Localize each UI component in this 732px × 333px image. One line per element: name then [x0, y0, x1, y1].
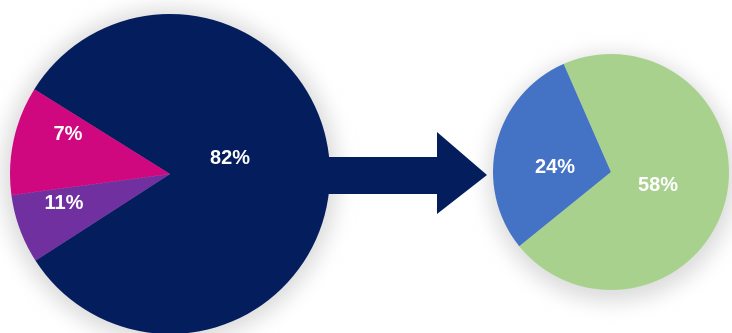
slice-label-24: 24%	[535, 156, 575, 178]
arrow-right-icon	[327, 132, 487, 214]
pie-slice-11	[9, 89, 170, 196]
pie-slice-7	[11, 174, 170, 261]
pie-slice-24	[493, 63, 611, 247]
slice-label-82: 82%	[210, 147, 250, 169]
slice-label-7: 7%	[54, 123, 83, 145]
pie-slice-82	[34, 14, 330, 333]
pie-chart-right	[493, 54, 729, 291]
pie-slice-58	[519, 54, 729, 291]
slice-label-58: 58%	[638, 174, 678, 196]
pie-chart-left	[9, 14, 330, 333]
slice-label-11: 11%	[45, 192, 84, 214]
